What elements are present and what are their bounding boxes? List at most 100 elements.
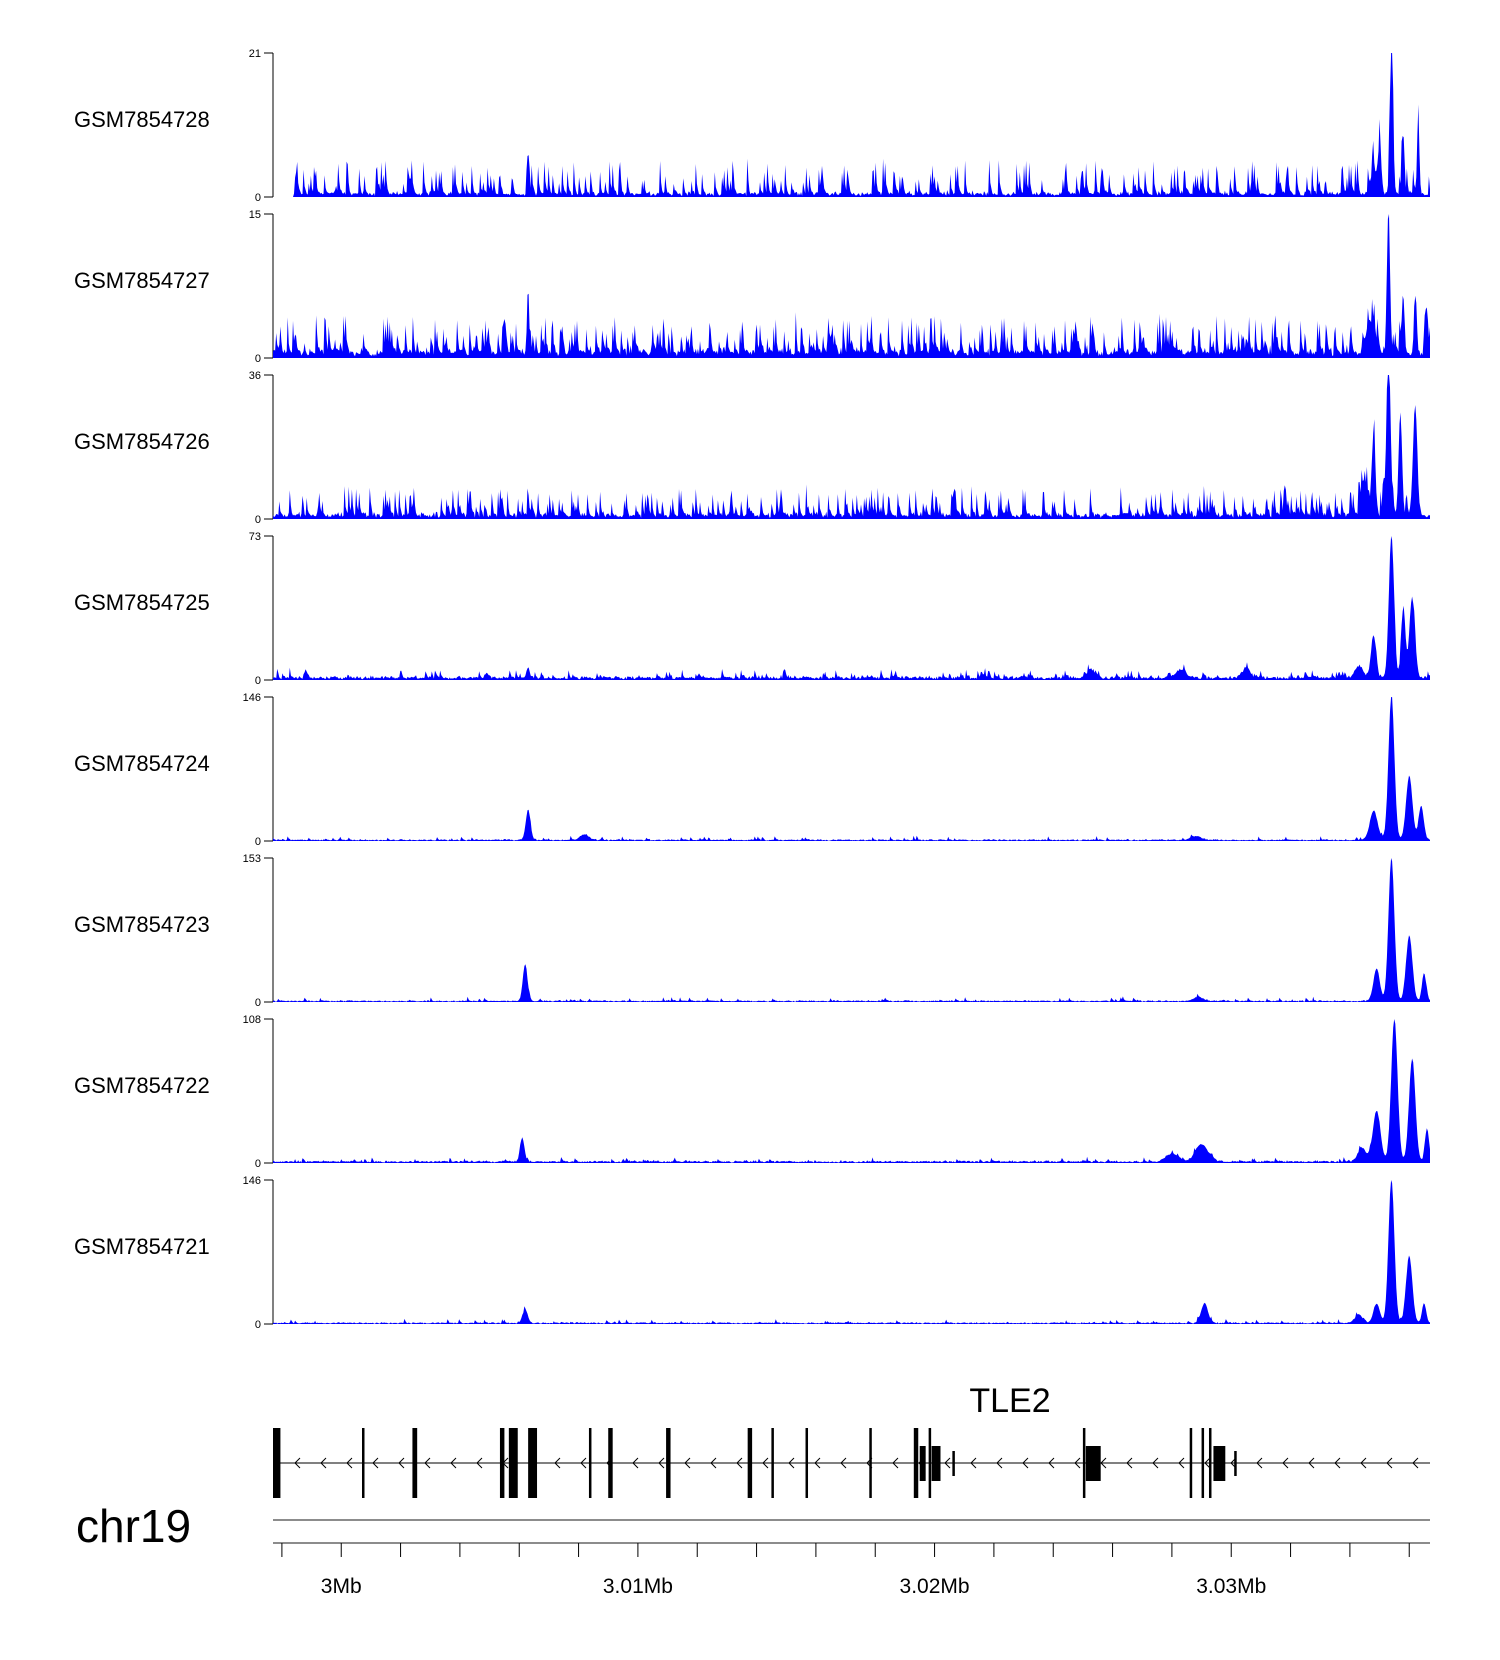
gene-exon — [528, 1428, 538, 1498]
gene-exon — [588, 1428, 592, 1498]
strand-arrow — [788, 1457, 795, 1469]
strand-arrow — [1100, 1457, 1107, 1469]
gene-exon — [869, 1428, 872, 1498]
strand-arrow — [1126, 1457, 1133, 1469]
track-GSM7854724: GSM7854724 146 0 — [74, 692, 1430, 848]
track-GSM7854722: GSM7854722 108 0 — [74, 1014, 1430, 1170]
gene-exon — [931, 1446, 941, 1481]
axis-tick-label: 3.02Mb — [900, 1575, 970, 1598]
chromosome-label: chr19 — [76, 1500, 191, 1552]
strand-arrow — [372, 1457, 379, 1469]
y-max-label: 15 — [249, 209, 261, 221]
gene-exon — [1189, 1428, 1193, 1498]
signal-area — [273, 53, 1430, 197]
signal-area — [273, 1180, 1430, 1324]
strand-arrow — [476, 1457, 483, 1469]
strand-arrow — [944, 1457, 951, 1469]
strand-arrow — [1178, 1457, 1185, 1469]
gene-exon — [913, 1428, 919, 1498]
y-max-label: 153 — [243, 853, 261, 865]
strand-arrow — [892, 1457, 899, 1469]
gene-exon — [1208, 1428, 1212, 1498]
gene-exon — [499, 1428, 505, 1498]
track-GSM7854723: GSM7854723 153 0 — [74, 853, 1430, 1009]
y-min-label: 0 — [255, 1158, 261, 1170]
track-GSM7854728: GSM7854728 21 0 — [74, 48, 1430, 204]
strand-arrow — [1048, 1457, 1055, 1469]
track-label: GSM7854723 — [74, 912, 210, 937]
strand-arrow — [1334, 1457, 1341, 1469]
gene-name-label: TLE2 — [969, 1382, 1050, 1420]
strand-arrow — [1308, 1457, 1315, 1469]
gene-exon — [362, 1428, 365, 1498]
gene-exon — [805, 1428, 809, 1498]
strand-arrow — [346, 1457, 353, 1469]
track-GSM7854725: GSM7854725 73 0 — [74, 531, 1430, 687]
y-max-label: 108 — [243, 1014, 261, 1026]
signal-tracks: GSM7854728210GSM7854727150GSM7854726360G… — [74, 48, 1430, 1331]
strand-arrow — [1386, 1457, 1393, 1469]
y-min-label: 0 — [255, 514, 261, 526]
gene-exon — [412, 1428, 418, 1498]
track-label: GSM7854726 — [74, 429, 210, 454]
gene-exon — [919, 1446, 926, 1481]
signal-area — [273, 697, 1430, 841]
signal-area — [273, 375, 1430, 519]
strand-arrow — [1152, 1457, 1159, 1469]
gene-exon — [1201, 1428, 1205, 1498]
strand-arrow — [632, 1457, 639, 1469]
y-min-label: 0 — [255, 997, 261, 1009]
gene-annotation-track: TLE2 — [273, 1382, 1430, 1498]
signal-area — [273, 214, 1430, 358]
gene-exon — [1213, 1446, 1226, 1481]
y-max-label: 21 — [249, 48, 261, 60]
strand-arrow — [320, 1457, 327, 1469]
gene-exon — [1082, 1428, 1086, 1498]
gene-exon — [928, 1428, 932, 1498]
strand-arrow — [580, 1457, 587, 1469]
axis-tick-label: 3.01Mb — [603, 1575, 673, 1598]
strand-arrow — [1204, 1457, 1211, 1469]
strand-arrow — [684, 1457, 691, 1469]
strand-arrow — [814, 1457, 821, 1469]
strand-arrow — [294, 1457, 301, 1469]
y-max-label: 36 — [249, 370, 261, 382]
y-min-label: 0 — [255, 675, 261, 687]
y-min-label: 0 — [255, 836, 261, 848]
gene-exon — [747, 1428, 753, 1498]
strand-arrow — [450, 1457, 457, 1469]
gene-exon — [952, 1451, 955, 1476]
gene-exon — [771, 1428, 774, 1498]
track-label: GSM7854721 — [74, 1234, 210, 1259]
gene-exon — [666, 1428, 671, 1498]
track-label: GSM7854722 — [74, 1073, 210, 1098]
strand-arrow — [398, 1457, 405, 1469]
gene-exon — [508, 1428, 518, 1498]
track-GSM7854721: GSM7854721 146 0 — [74, 1175, 1430, 1331]
strand-arrow — [970, 1457, 977, 1469]
track-label: GSM7854724 — [74, 751, 210, 776]
strand-arrow — [554, 1457, 561, 1469]
gene-exon — [1085, 1446, 1101, 1481]
strand-arrow — [1412, 1457, 1419, 1469]
strand-arrow — [1282, 1457, 1289, 1469]
track-GSM7854727: GSM7854727 15 0 — [74, 209, 1430, 365]
axis-tick-label: 3Mb — [321, 1575, 362, 1598]
signal-area — [273, 858, 1430, 1002]
track-label: GSM7854725 — [74, 590, 210, 615]
y-min-label: 0 — [255, 353, 261, 365]
axis-tick-label: 3.03Mb — [1196, 1575, 1266, 1598]
strand-arrow — [762, 1457, 769, 1469]
signal-area — [273, 1019, 1430, 1163]
y-max-label: 73 — [249, 531, 261, 543]
y-max-label: 146 — [243, 1175, 261, 1187]
strand-arrow — [996, 1457, 1003, 1469]
strand-arrow — [1256, 1457, 1263, 1469]
track-label: GSM7854727 — [74, 268, 210, 293]
signal-area — [273, 536, 1430, 680]
strand-arrow — [424, 1457, 431, 1469]
gene-exon — [273, 1428, 281, 1498]
y-max-label: 146 — [243, 692, 261, 704]
strand-arrow — [1074, 1457, 1081, 1469]
